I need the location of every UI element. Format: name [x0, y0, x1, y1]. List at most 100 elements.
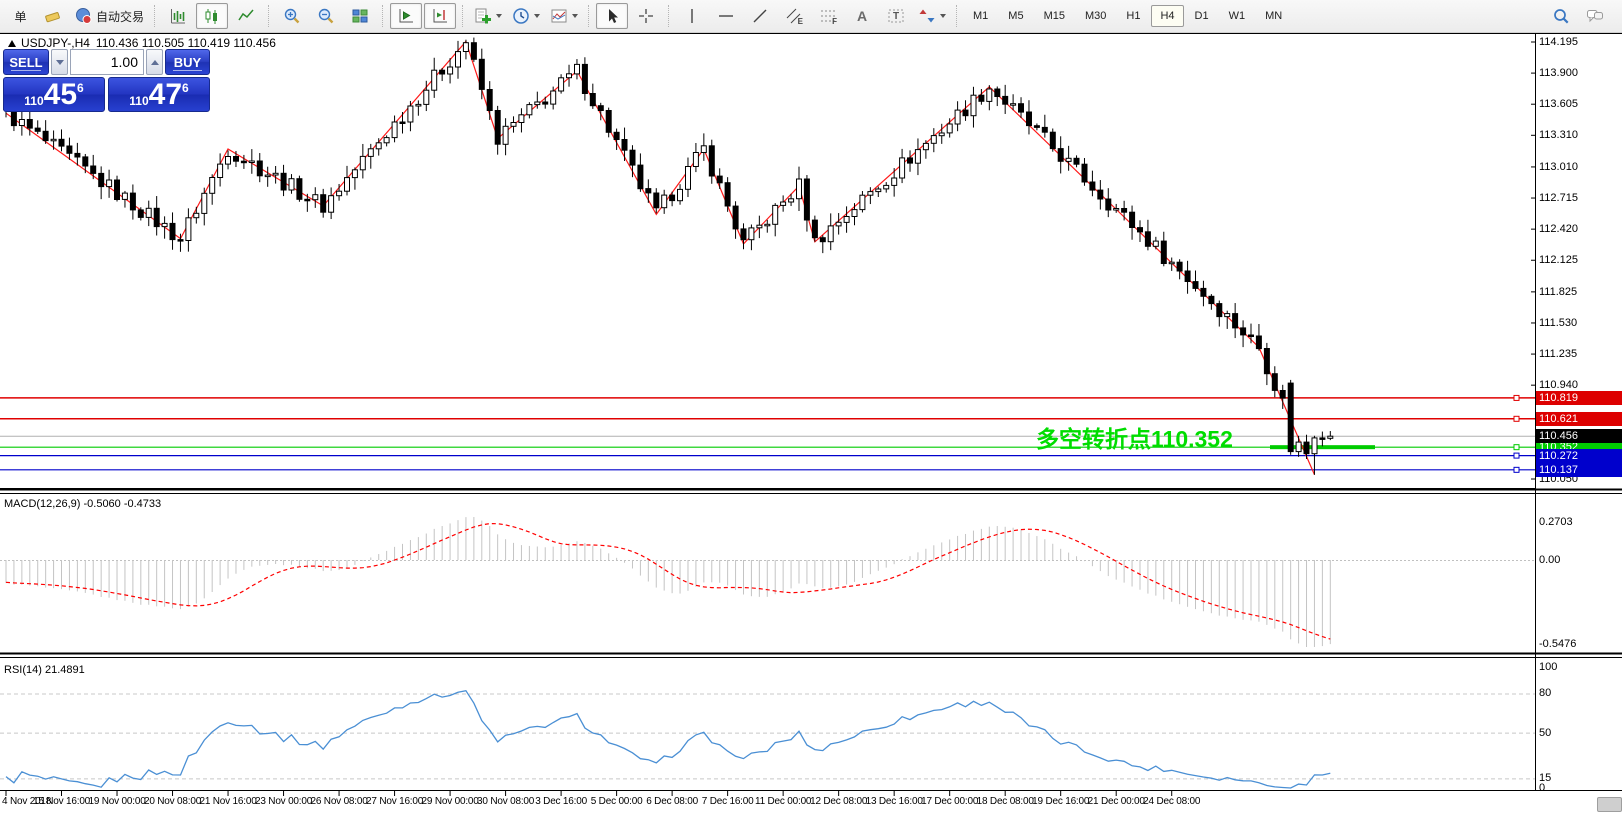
fibonacci-button-glyph: F [832, 17, 838, 26]
rsi-axis-label: 15 [1539, 772, 1552, 785]
indicators-button[interactable] [470, 3, 506, 29]
toolbar-separator [154, 5, 156, 27]
new-order-button[interactable]: 单 [3, 3, 35, 29]
tile-windows-icon [351, 7, 369, 25]
price-line-tag: 110.621 [1536, 411, 1622, 426]
time-axis-label: 24 Dec 08:00 [1143, 796, 1201, 807]
autotrade-button[interactable]: 自动交易 [71, 3, 148, 29]
chart-shift-icon [431, 7, 449, 25]
search-button[interactable] [1545, 3, 1577, 29]
trendline-button[interactable] [744, 3, 776, 29]
price-line-tag: 110.137 [1536, 462, 1622, 477]
toolbar-separator [956, 5, 958, 27]
macd-axis-label: 0.2703 [1539, 516, 1573, 529]
timeframe-d1[interactable]: D1 [1194, 10, 1209, 22]
zoom-out-button[interactable] [310, 3, 342, 29]
caret-up-icon [150, 59, 159, 65]
timeframe-m5[interactable]: M5 [1008, 10, 1024, 22]
buy-button[interactable]: BUY [165, 49, 210, 75]
toolbar-separator [382, 5, 384, 27]
price-axis-label: 112.125 [1539, 254, 1578, 267]
auto-scroll-button[interactable] [390, 3, 423, 29]
time-axis-label: 18 Dec 08:00 [976, 796, 1034, 807]
horizontal-line-button[interactable] [710, 3, 742, 29]
timeframe-mn[interactable]: MN [1265, 10, 1283, 22]
time-axis-label: 23 Nov 00:00 [255, 796, 313, 807]
time-axis-label: 19 Nov 00:00 [88, 796, 146, 807]
line-chart-button[interactable] [230, 3, 262, 29]
zoom-in-icon [283, 7, 301, 25]
volume-decrease-button[interactable] [51, 49, 68, 75]
sell-price-prefix: 110 [24, 94, 44, 108]
volume-increase-button[interactable] [146, 49, 163, 75]
chart-region: USDJPY-,H4 110.436 110.505 110.419 110.4… [0, 33, 1622, 813]
bar-chart-button[interactable] [162, 3, 194, 29]
triangle-icon [8, 39, 16, 47]
time-axis-label: 17 Dec 00:00 [921, 796, 979, 807]
toolbar: 单 自动交易 E F A T M1 M5 M15 M30 H1 H4 D1 W1 MN [0, 0, 1622, 33]
price-line-tag: 110.819 [1536, 390, 1622, 405]
arrows-button[interactable] [914, 3, 950, 29]
timeframe-h4[interactable]: H4 [1151, 5, 1184, 27]
text-label-button[interactable]: T [880, 3, 912, 29]
tile-windows-button[interactable] [344, 3, 376, 29]
symbol-name: USDJPY-,H4 [21, 36, 90, 50]
chat-icon [1586, 7, 1604, 25]
chart-canvas[interactable] [0, 33, 1622, 813]
horizontal-scrollbar-thumb[interactable] [1597, 797, 1622, 812]
crosshair-button[interactable] [630, 3, 662, 29]
dropdown-caret-icon [534, 14, 541, 18]
volume-input[interactable] [70, 49, 144, 75]
sell-button[interactable]: SELL [3, 49, 49, 75]
fibonacci-button[interactable]: F [812, 3, 844, 29]
buy-price[interactable]: 110 47 6 [108, 77, 210, 112]
sell-price[interactable]: 110 45 6 [3, 77, 105, 112]
sell-price-sup: 6 [77, 81, 84, 95]
cursor-button[interactable] [596, 3, 629, 29]
sell-price-big: 45 [43, 78, 78, 111]
rsi-axis-label: 80 [1539, 687, 1552, 700]
timeframe-w1[interactable]: W1 [1228, 10, 1246, 22]
autotrade-icon [75, 7, 93, 25]
macd-axis-label: -0.5476 [1539, 637, 1577, 650]
price-axis-label: 113.900 [1539, 67, 1578, 80]
time-axis-label: 19 Dec 16:00 [1032, 796, 1090, 807]
timeframe-m30[interactable]: M30 [1084, 10, 1107, 22]
time-axis-label: 27 Nov 16:00 [366, 796, 424, 807]
templates-button[interactable] [546, 3, 582, 29]
macd-axis-label: 0.00 [1539, 554, 1561, 566]
time-axis-label: 21 Nov 16:00 [199, 796, 257, 807]
toolbar-separator [268, 5, 270, 27]
chat-button[interactable] [1579, 3, 1611, 29]
macd-name: MACD(12,26,9) [4, 498, 81, 510]
buy-price-big: 47 [148, 78, 183, 111]
time-axis-label: 6 Dec 08:00 [646, 796, 698, 807]
chart-shift-button[interactable] [424, 3, 457, 29]
eraser-button[interactable] [37, 3, 69, 29]
text-button[interactable]: A [846, 3, 878, 29]
toolbar-separator [668, 5, 670, 27]
rsi-indicator-label: RSI(14) 21.4891 [4, 664, 85, 676]
timeframe-h1[interactable]: H1 [1126, 10, 1141, 22]
timeframe-m15[interactable]: M15 [1043, 10, 1065, 22]
zoom-in-button[interactable] [276, 3, 308, 29]
new-order-button-label: 单 [14, 9, 27, 24]
toolbar-right-group [1544, 3, 1620, 29]
auto-scroll-icon [397, 7, 415, 25]
time-axis-label: 21 Dec 00:00 [1087, 796, 1145, 807]
timeframe-m1[interactable]: M1 [973, 10, 989, 22]
toolbar-separator [462, 5, 464, 27]
channel-button[interactable]: E [778, 3, 810, 29]
time-axis-label: 7 Dec 16:00 [701, 796, 754, 807]
dropdown-caret-icon [572, 14, 579, 18]
rsi-axis-label: 50 [1539, 726, 1552, 739]
vertical-line-button[interactable] [676, 3, 708, 29]
candlestick-chart-button[interactable] [196, 3, 229, 29]
text-label-button-glyph: T [892, 10, 900, 22]
arrows-icon [918, 7, 936, 25]
periods-button[interactable] [508, 3, 544, 29]
price-axis-label: 114.195 [1539, 36, 1578, 48]
channel-button-glyph: E [797, 17, 804, 26]
fibonacci-icon: F [819, 7, 838, 26]
